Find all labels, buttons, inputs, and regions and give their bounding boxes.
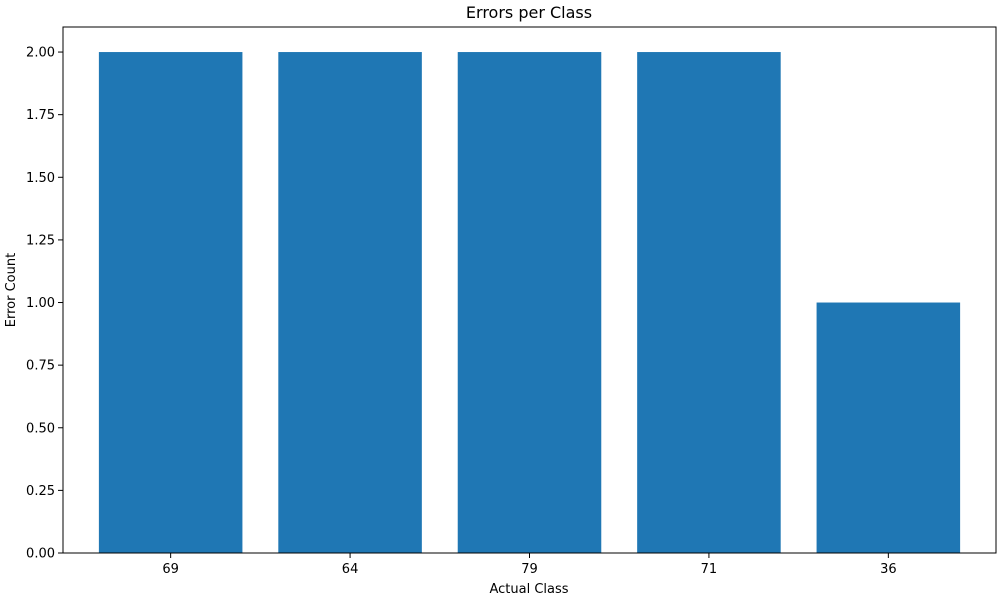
x-tick-label: 36 [880, 562, 897, 577]
y-tick-label: 1.75 [26, 108, 55, 123]
bar-36 [816, 302, 961, 553]
x-axis-label: Actual Class [489, 582, 568, 597]
plot-frame [62, 26, 997, 554]
bar-79 [457, 52, 602, 554]
y-tick-label: 1.50 [26, 171, 55, 186]
x-tick-label: 69 [162, 562, 179, 577]
bar-71 [637, 52, 781, 554]
bars-layer [98, 52, 961, 554]
y-axis-ticks: 0.00 0.25 0.50 0.75 1.00 1.25 1.50 1.75 2.00 [26, 46, 63, 562]
x-tick-label: 71 [701, 562, 718, 577]
y-tick-label: 1.25 [26, 233, 55, 248]
chart-title: Errors per Class [466, 3, 592, 22]
y-tick-label: 2.00 [26, 46, 55, 61]
y-tick-label: 1.00 [26, 296, 55, 311]
bar-69 [98, 52, 243, 554]
x-tick-label: 79 [521, 562, 538, 577]
bar-64 [278, 52, 422, 554]
y-tick-label: 0.50 [26, 421, 55, 436]
y-tick-label: 0.25 [26, 484, 55, 499]
x-axis-ticks: 69 64 79 71 36 [162, 553, 897, 577]
y-tick-label: 0.00 [26, 547, 55, 562]
y-axis-label: Error Count [4, 253, 19, 327]
y-tick-label: 0.75 [26, 359, 55, 374]
x-tick-label: 64 [342, 562, 359, 577]
